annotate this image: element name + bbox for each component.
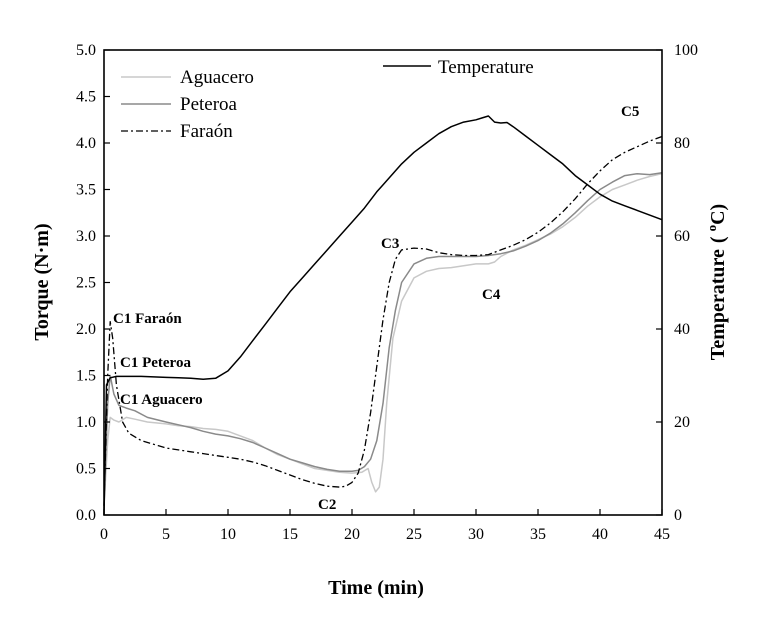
- annotation-c4: C4: [482, 287, 501, 303]
- annotations: C1 Faraón C1 Peteroa C1 Aguacero C2 C3 C…: [113, 104, 639, 513]
- y-axis-title: Torque (N·m): [31, 223, 53, 340]
- series-line-aguacero: [103, 172, 663, 506]
- x-tick-label: 5: [162, 526, 170, 543]
- annotation-c1-aguacero: C1 Aguacero: [120, 392, 203, 408]
- x-tick-label: 45: [654, 526, 670, 543]
- y-tick-label: 0.5: [76, 461, 96, 478]
- plot-lines: [103, 115, 663, 516]
- y2-axis-title-open: (: [707, 231, 729, 243]
- y-tick-label: 1.0: [76, 414, 96, 431]
- annotation-c5: C5: [621, 104, 639, 120]
- x-tick-label: 20: [344, 526, 360, 543]
- y-tick-label: 3.0: [76, 228, 96, 245]
- legend-label-peteroa: Peteroa: [180, 94, 238, 115]
- y2-axis-title: Temperature ( oC): [704, 204, 729, 360]
- y2-axis-title-unit: C): [707, 204, 729, 225]
- y-tick-label: 0.0: [76, 507, 96, 524]
- y2-tick-label: 0: [674, 507, 682, 524]
- y-tick-label: 5.0: [76, 42, 96, 59]
- legend-label-faraon: Faraón: [180, 121, 233, 142]
- y-tick-label: 4.5: [76, 89, 96, 106]
- y-tick-label: 4.0: [76, 135, 96, 152]
- annotation-c1-peteroa: C1 Peteroa: [120, 355, 191, 371]
- y2-tick-label: 20: [674, 414, 690, 431]
- series-line-fara-n: [103, 135, 663, 506]
- x-tick-label: 30: [468, 526, 484, 543]
- legend-label-temperature: Temperature: [438, 57, 534, 78]
- plot-frame: [103, 49, 663, 516]
- legend-label-aguacero: Aguacero: [180, 67, 254, 88]
- y-tick-label: 3.5: [76, 182, 96, 199]
- y2-axis-title-main: Temperature: [707, 249, 729, 360]
- y2-tick-label: 100: [674, 42, 698, 59]
- x-tick-label: 0: [100, 526, 108, 543]
- x-tick-label: 35: [530, 526, 546, 543]
- x-tick-label: 25: [406, 526, 422, 543]
- y-tick-label: 2.0: [76, 321, 96, 338]
- series-line-temperature: [103, 115, 663, 516]
- y-tick-label: 1.5: [76, 368, 96, 385]
- y2-tick-label: 60: [674, 228, 690, 245]
- annotation-c1-faraon: C1 Faraón: [113, 311, 182, 327]
- annotation-c2: C2: [318, 497, 336, 513]
- axis-ticks: 0 5 10 15 20 25 30 35 40 45 0.0 0.5 1.0 1.5 2.0 2.5 3.0 3…: [76, 42, 698, 543]
- y2-tick-label: 80: [674, 135, 690, 152]
- y2-axis-title-degree: o: [704, 225, 719, 232]
- annotation-c3: C3: [381, 236, 399, 252]
- x-tick-label: 40: [592, 526, 608, 543]
- x-tick-label: 15: [282, 526, 298, 543]
- legend: Aguacero Peteroa Faraón Temperature: [121, 57, 534, 142]
- y-tick-label: 2.5: [76, 275, 96, 292]
- y2-tick-label: 40: [674, 321, 690, 338]
- series-line-peteroa: [103, 172, 663, 506]
- x-axis-title: Time (min): [328, 577, 424, 599]
- x-tick-label: 10: [220, 526, 236, 543]
